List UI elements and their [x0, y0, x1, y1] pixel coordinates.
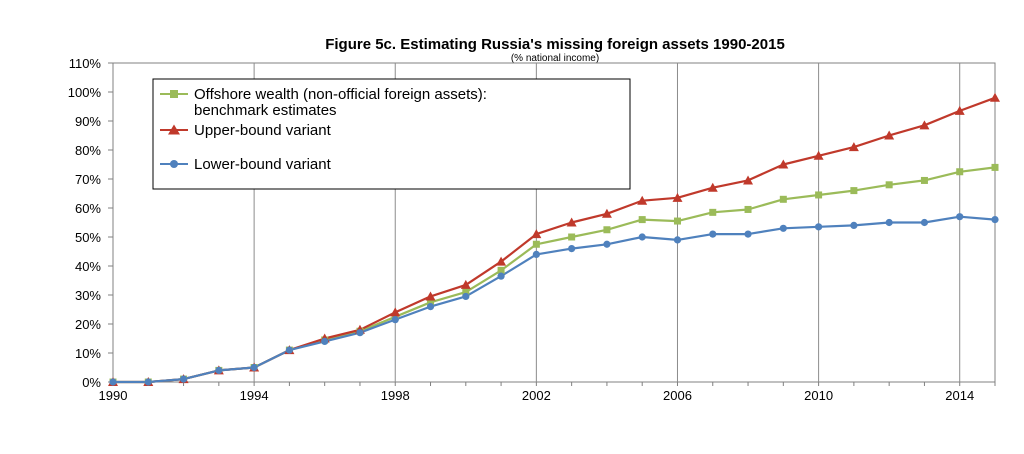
data-point-upper — [707, 182, 718, 192]
data-point-upper — [637, 195, 648, 205]
data-point-offshore — [638, 216, 646, 224]
data-point-upper — [954, 105, 965, 115]
x-tick-label: 1998 — [381, 388, 410, 403]
data-point-lower — [603, 240, 611, 248]
data-point-offshore — [603, 226, 611, 234]
x-tick-label: 1990 — [99, 388, 128, 403]
data-point-lower — [638, 233, 646, 241]
y-tick-label: 40% — [75, 259, 101, 274]
axes: 0% 10% 20% 30% 40% 50% 60% 70% 80% 90% 100% 110% 199… — [68, 56, 996, 403]
y-tick-label: 100% — [68, 85, 102, 100]
y-tick-label: 60% — [75, 201, 101, 216]
x-tick-label: 2002 — [522, 388, 551, 403]
data-point-upper — [813, 150, 824, 160]
data-point-lower — [250, 363, 258, 372]
data-point-upper — [425, 291, 436, 301]
data-point-upper — [990, 92, 1000, 102]
x-tick-label: 2014 — [945, 388, 974, 403]
data-point-lower — [920, 218, 929, 227]
data-point-offshore — [462, 288, 470, 296]
data-point-offshore — [815, 191, 823, 199]
chart-title: Figure 5c. Estimating Russia's missing f… — [325, 36, 785, 53]
data-point-offshore — [991, 163, 999, 171]
data-point-lower — [673, 236, 682, 244]
series-group — [108, 92, 1000, 386]
data-point-lower — [426, 303, 435, 311]
series-line-lower — [113, 215, 996, 384]
data-point-offshore — [920, 176, 928, 184]
data-point-lower — [779, 224, 787, 232]
y-tick-label: 50% — [75, 230, 101, 245]
data-point-upper — [848, 142, 859, 152]
legend-label-lower: Lower-bound variant — [194, 156, 332, 173]
data-point-lower — [532, 250, 540, 258]
legend-label-offshore: Offshore wealth (non-official foreign as… — [194, 86, 487, 103]
y-tick-label: 0% — [82, 375, 101, 390]
data-point-upper — [390, 307, 401, 317]
data-point-offshore — [956, 168, 964, 176]
data-point-lower — [568, 245, 576, 253]
y-tick-label: 30% — [75, 288, 101, 303]
x-tick-label: 2006 — [663, 388, 692, 403]
data-point-offshore — [568, 233, 576, 241]
y-tick-label: 70% — [75, 172, 101, 187]
y-tick-label: 20% — [75, 317, 101, 332]
y-tick-label: 10% — [75, 346, 101, 361]
data-point-offshore — [850, 187, 858, 195]
data-point-upper — [496, 256, 507, 266]
data-point-lower — [850, 221, 858, 229]
data-point-offshore — [709, 208, 717, 216]
data-point-lower — [144, 378, 152, 386]
data-point-offshore — [885, 181, 893, 189]
data-point-lower — [956, 213, 964, 221]
data-point-offshore — [532, 240, 540, 248]
data-point-lower — [321, 337, 329, 345]
series-line-offshore — [113, 166, 996, 384]
data-point-upper — [566, 217, 577, 227]
data-point-lower — [497, 272, 505, 280]
data-point-upper — [919, 120, 930, 130]
legend-label-upper: Upper-bound variant — [194, 122, 332, 139]
data-point-lower — [356, 329, 364, 337]
legend-box — [152, 78, 631, 190]
data-point-offshore — [497, 266, 505, 274]
chart-subtitle: (% national income) — [511, 53, 599, 64]
data-point-upper — [460, 279, 471, 289]
data-point-upper — [884, 130, 895, 140]
data-point-lower — [109, 378, 117, 386]
data-point-lower — [462, 292, 470, 301]
x-tick-label: 2010 — [804, 388, 833, 403]
data-point-lower — [179, 375, 188, 383]
legend-marker-upper — [168, 124, 180, 135]
y-tick-label: 110% — [69, 56, 102, 71]
data-point-lower — [285, 346, 293, 354]
legend: Offshore wealth (non-official foreign as… — [152, 78, 631, 190]
y-tick-label: 90% — [75, 114, 101, 129]
data-point-upper — [601, 208, 612, 218]
data-point-lower — [815, 223, 823, 231]
data-point-offshore — [673, 217, 681, 225]
data-point-offshore — [779, 195, 787, 203]
legend-label-offshore-line2: benchmark estimates — [194, 102, 337, 119]
legend-marker-offshore — [170, 90, 178, 98]
data-point-offshore — [427, 298, 435, 306]
data-point-lower — [391, 316, 399, 324]
data-point-upper — [672, 192, 683, 202]
data-point-offshore — [744, 205, 752, 213]
data-point-upper — [531, 229, 542, 239]
data-point-upper — [778, 159, 789, 169]
y-tick-label: 80% — [75, 143, 101, 158]
data-point-lower — [709, 230, 717, 238]
data-point-lower — [991, 216, 999, 224]
data-point-lower — [215, 366, 223, 374]
data-point-upper — [743, 175, 754, 185]
data-point-lower — [744, 230, 752, 238]
x-tick-label: 1994 — [240, 388, 269, 403]
legend-marker-lower — [170, 160, 178, 168]
data-point-lower — [885, 218, 893, 227]
